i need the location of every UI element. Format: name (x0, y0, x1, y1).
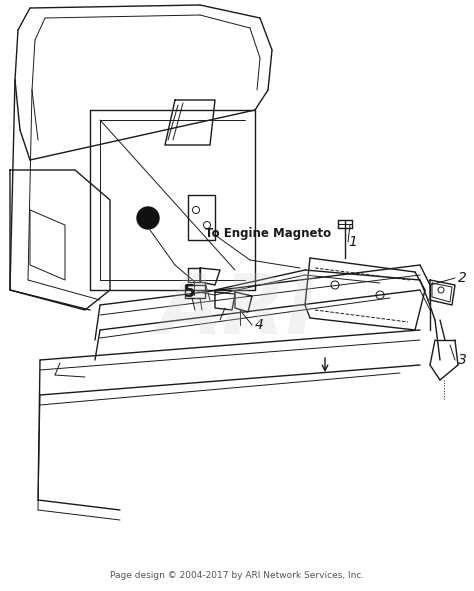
Text: Page design © 2004-2017 by ARI Network Services, Inc.: Page design © 2004-2017 by ARI Network S… (110, 571, 364, 580)
Text: 1: 1 (348, 235, 357, 249)
Circle shape (137, 207, 159, 229)
Text: 2: 2 (458, 271, 467, 285)
Text: To Engine Magneto: To Engine Magneto (205, 227, 331, 240)
Text: 4: 4 (255, 318, 264, 332)
Text: 5: 5 (183, 283, 195, 301)
Text: ARI: ARI (157, 269, 317, 350)
Text: 3: 3 (458, 353, 467, 367)
